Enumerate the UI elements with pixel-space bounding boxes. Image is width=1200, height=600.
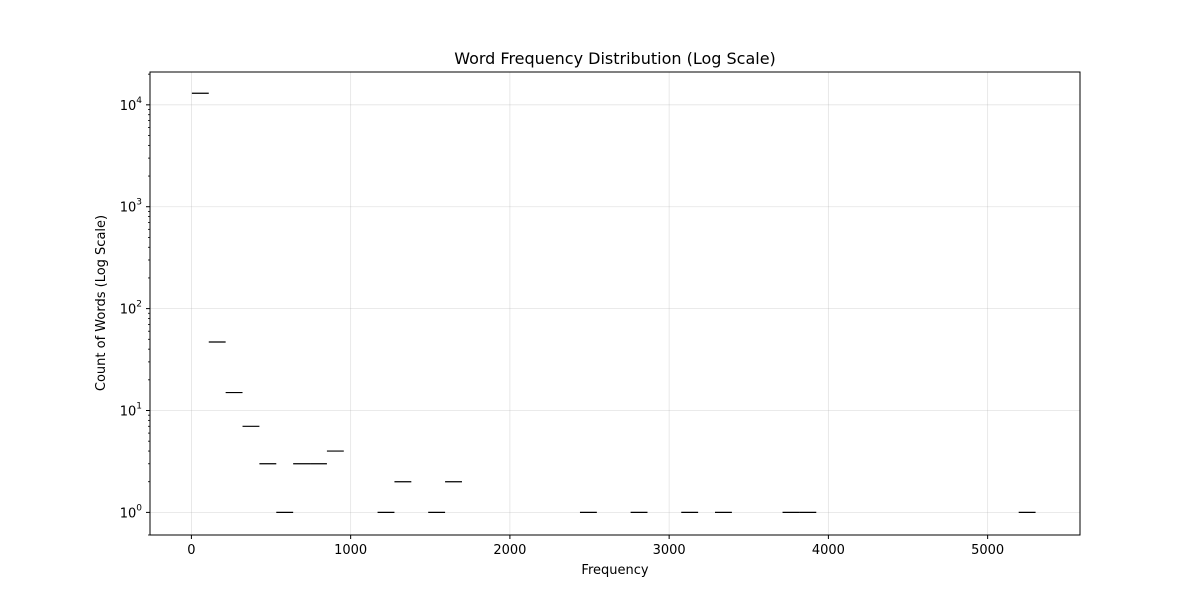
x-tick-label: 2000	[493, 543, 526, 558]
x-tick-label: 3000	[653, 543, 686, 558]
x-tick-label: 1000	[334, 543, 367, 558]
chart-title: Word Frequency Distribution (Log Scale)	[454, 49, 776, 68]
y-axis-label: Count of Words (Log Scale)	[94, 215, 109, 391]
y-tick-base: 10	[120, 303, 137, 318]
histogram-bars	[191, 92, 1036, 513]
grid-lines	[150, 72, 1080, 535]
x-axis-label: Frequency	[581, 563, 648, 578]
y-tick-exponent: 2	[136, 300, 142, 310]
y-tick-label: 104	[120, 96, 143, 114]
y-tick-base: 10	[120, 405, 137, 420]
y-tick-exponent: 3	[136, 198, 142, 208]
plot-frame	[149, 71, 1081, 536]
x-tick-label: 0	[187, 543, 195, 558]
y-tick-exponent: 0	[136, 503, 142, 513]
y-tick-label: 101	[120, 402, 142, 420]
x-axis-ticks: 0 1000 2000 3000 4000 5000	[187, 535, 1004, 558]
x-tick-label: 4000	[812, 543, 845, 558]
y-tick-exponent: 4	[136, 96, 142, 106]
y-tick-label: 102	[120, 300, 142, 318]
x-tick-label: 5000	[971, 543, 1004, 558]
y-tick-label: 103	[120, 198, 142, 216]
y-tick-label: 100	[120, 503, 143, 521]
y-tick-base: 10	[120, 99, 137, 114]
y-tick-exponent: 1	[136, 402, 142, 412]
y-tick-base: 10	[120, 506, 137, 521]
y-tick-base: 10	[120, 201, 137, 216]
